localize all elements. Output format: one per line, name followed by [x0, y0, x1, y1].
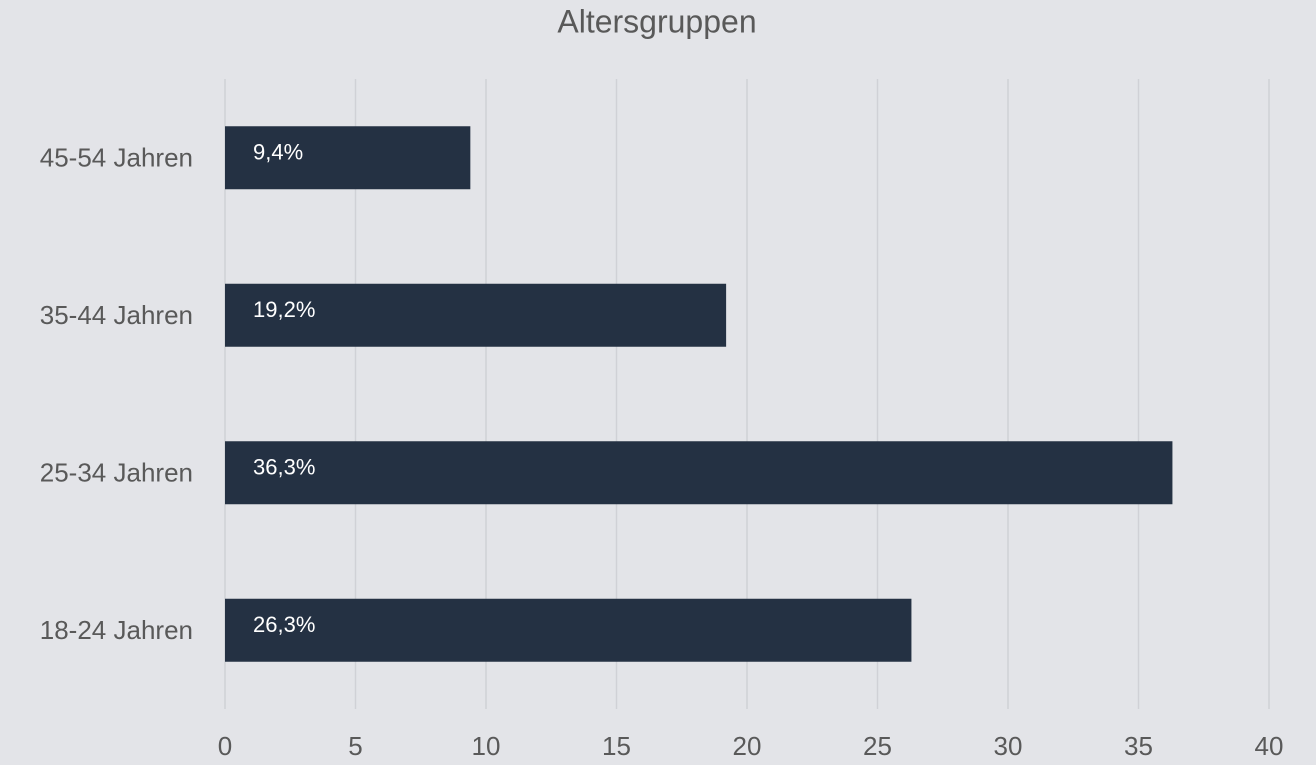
x-tick-label: 0: [218, 731, 232, 761]
x-tick-label: 15: [602, 731, 631, 761]
y-tick-label: 35-44 Jahren: [40, 300, 193, 330]
x-tick-label: 20: [733, 731, 762, 761]
x-tick-label: 25: [863, 731, 892, 761]
y-tick-label: 25-34 Jahren: [40, 458, 193, 488]
bar: [225, 598, 912, 662]
y-tick-label: 45-54 Jahren: [40, 143, 193, 173]
bar: [225, 126, 471, 190]
bar: [225, 441, 1173, 505]
value-label: 36,3%: [253, 455, 315, 480]
y-tick-label: 18-24 Jahren: [40, 615, 193, 645]
x-tick-label: 10: [472, 731, 501, 761]
value-label: 9,4%: [253, 140, 303, 165]
x-tick-label: 5: [348, 731, 362, 761]
value-label: 26,3%: [253, 612, 315, 637]
x-tick-label: 40: [1255, 731, 1284, 761]
chart-title: Altersgruppen: [557, 3, 756, 39]
x-tick-label: 35: [1124, 731, 1153, 761]
x-tick-label: 30: [994, 731, 1023, 761]
value-label: 19,2%: [253, 297, 315, 322]
bar: [225, 283, 727, 347]
